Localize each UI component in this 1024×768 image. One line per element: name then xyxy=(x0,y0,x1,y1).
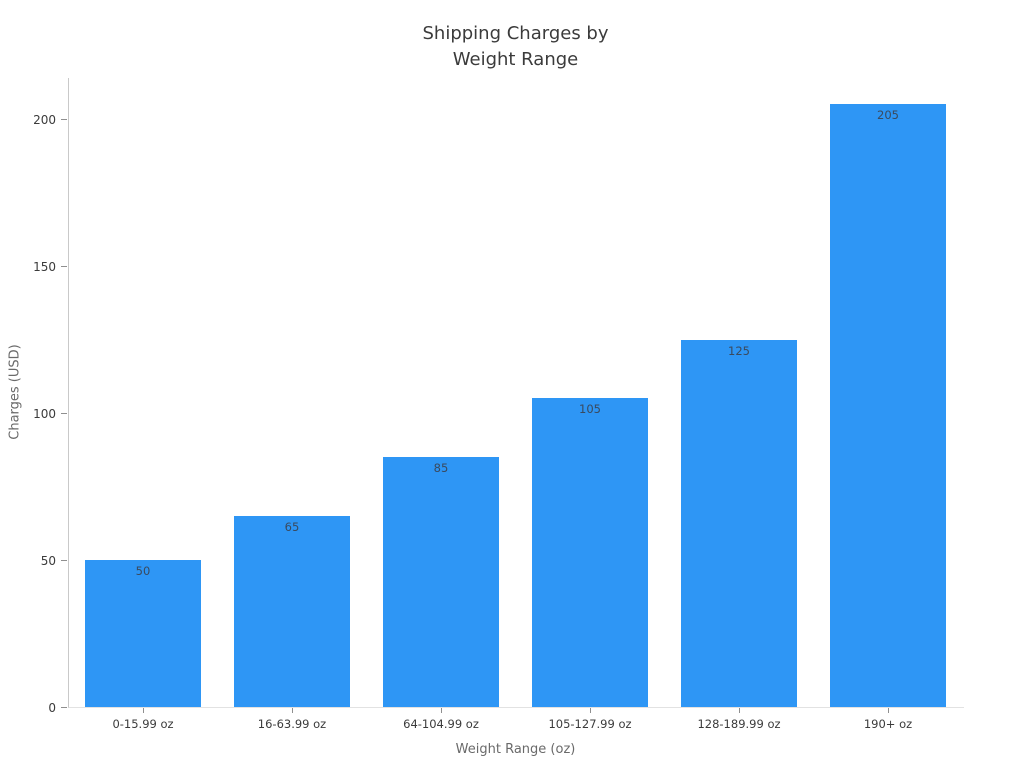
y-tick-mark xyxy=(61,413,67,415)
chart-title: Shipping Charges by Weight Range xyxy=(422,23,609,70)
y-tick-label: 50 xyxy=(40,554,56,569)
bar-value-label: 125 xyxy=(728,344,750,358)
bar-value-label: 105 xyxy=(579,402,601,416)
x-tick-label: 16-63.99 oz xyxy=(257,717,327,731)
bar-190+ oz: 205 xyxy=(830,104,946,707)
x-tick-mark xyxy=(292,708,293,713)
x-tick-label: 105-127.99 oz xyxy=(548,717,632,731)
bar-16-63.99 oz: 65 xyxy=(234,516,350,707)
x-tick-label: 190+ oz xyxy=(863,717,913,731)
plot-area xyxy=(68,78,964,708)
x-tick-mark xyxy=(888,708,889,713)
y-tick-mark xyxy=(61,119,67,121)
y-tick-mark xyxy=(61,266,67,268)
x-tick-label: 0-15.99 oz xyxy=(112,717,174,731)
y-tick-label: 200 xyxy=(33,113,56,128)
bar-64-104.99 oz: 85 xyxy=(383,457,499,707)
y-tick-label: 100 xyxy=(33,407,56,422)
y-tick-mark xyxy=(61,707,67,708)
bar-105-127.99 oz: 105 xyxy=(532,398,648,707)
y-tick-label: 150 xyxy=(33,260,56,275)
bar-value-label: 65 xyxy=(284,520,300,534)
x-axis-title: Weight Range (oz) xyxy=(455,742,576,757)
bar-128-189.99 oz: 125 xyxy=(681,340,797,707)
bar-value-label: 205 xyxy=(877,108,899,122)
bar-value-label: 50 xyxy=(135,564,151,578)
x-tick-label: 64-104.99 oz xyxy=(403,717,479,731)
y-tick-mark xyxy=(61,560,67,562)
bar-0-15.99 oz: 50 xyxy=(85,560,201,707)
bar-value-label: 85 xyxy=(433,461,449,475)
x-tick-mark xyxy=(590,708,591,713)
x-tick-mark xyxy=(739,708,740,713)
y-tick-label: 0 xyxy=(48,701,56,715)
x-tick-label: 128-189.99 oz xyxy=(697,717,781,731)
y-axis-title: Charges (USD) xyxy=(7,344,23,440)
x-tick-mark xyxy=(143,708,144,713)
x-tick-mark xyxy=(441,708,442,713)
